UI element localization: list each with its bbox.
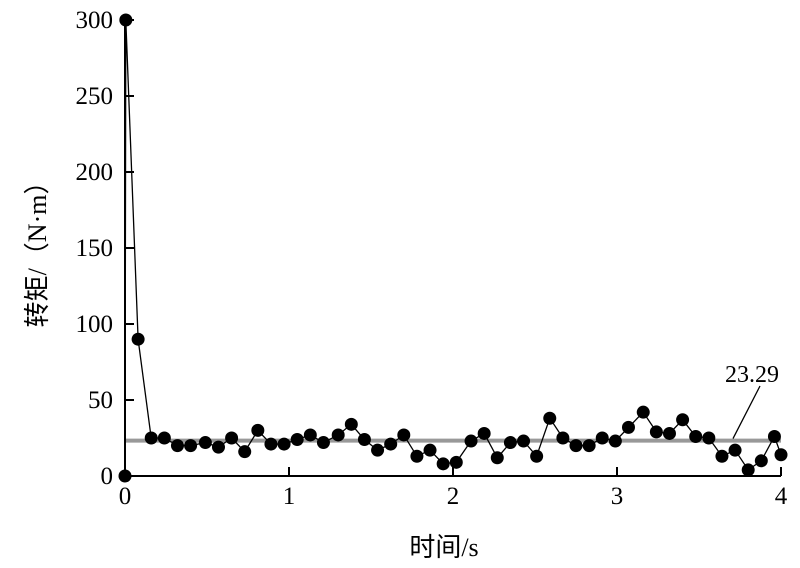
data-point [477,426,491,440]
series-line [124,19,782,477]
data-point [316,436,330,450]
data-point [303,428,317,442]
data-point [264,437,278,451]
x-tick-label: 3 [611,483,624,510]
data-point [517,434,531,448]
labels: 0 1 2 3 4 0 50 100 150 200 250 300 时间/s 转矩/（N·m） 23.29 [23,7,788,562]
axes [124,19,782,477]
data-point [774,448,788,462]
data-point [238,445,252,459]
y-tick-label: 200 [76,159,114,186]
y-tick-label: 50 [88,387,113,414]
data-point [767,429,781,443]
annotation-leader [732,385,761,439]
data-point [290,433,304,447]
data-point [569,439,583,453]
y-tick-label: 250 [76,83,114,110]
data-point [331,428,345,442]
data-point [662,426,676,440]
y-tick-label: 150 [76,235,114,262]
y-tick-label: 0 [101,463,114,490]
data-point [449,455,463,469]
data-point [357,433,371,447]
data-point [211,440,225,454]
data-point [702,431,716,445]
data-point [184,439,198,453]
data-point [715,449,729,463]
data-point [676,413,690,427]
data-point [636,405,650,419]
data-point [608,434,622,448]
data-point [225,431,239,445]
x-tick-label: 2 [447,483,460,510]
data-point [251,423,265,437]
data-point [344,417,358,431]
y-tick-label: 100 [76,311,114,338]
data-point [436,457,450,471]
y-tick-label: 300 [76,7,114,34]
data-point [397,428,411,442]
data-point [543,411,557,425]
data-point [556,431,570,445]
data-point [423,443,437,457]
data-point [198,436,212,450]
data-point [277,437,291,451]
reference-value-label: 23.29 [725,362,779,388]
data-point [144,431,158,445]
data-point [530,449,544,463]
data-point [741,463,755,477]
data-point [464,434,478,448]
x-tick-label: 0 [119,483,132,510]
data-point [503,436,517,450]
x-tick-label: 4 [775,483,788,510]
data-point [371,443,385,457]
data-point [131,332,145,346]
data-point [490,451,504,465]
data-point [621,420,635,434]
data-point [728,443,742,457]
data-point [595,431,609,445]
x-axis-label: 时间/s [409,533,478,562]
data-point [410,449,424,463]
x-tick-label: 1 [283,483,296,510]
data-point [582,439,596,453]
data-point [754,454,768,468]
data-point [649,425,663,439]
data-point [384,437,398,451]
data-point [170,439,184,453]
data-point [689,429,703,443]
data-point [157,431,171,445]
plot-area [118,13,788,483]
y-axis-label: 转矩/（N·m） [23,169,52,328]
